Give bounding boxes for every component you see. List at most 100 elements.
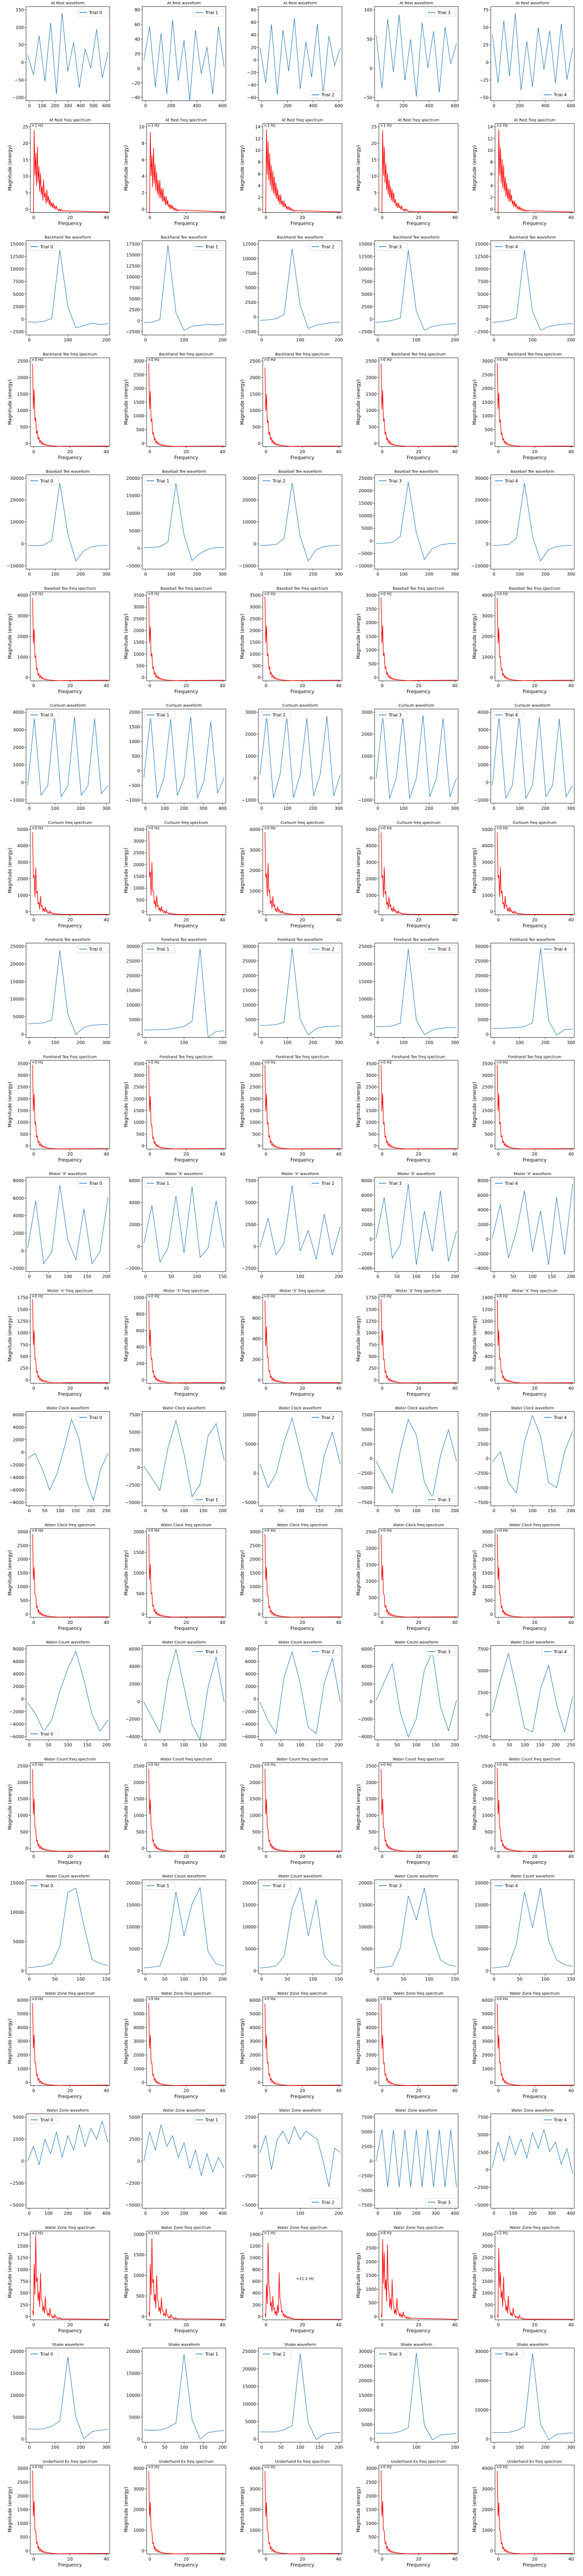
peak-marker: × — [31, 826, 35, 830]
y-tick-label: 0 — [486, 1456, 489, 1461]
x-tick-label: 200 — [334, 1274, 343, 1279]
x-tick-label: 20 — [300, 683, 305, 688]
x-tick-label: 200 — [218, 1977, 226, 1982]
y-tick-label: 1000 — [250, 1120, 261, 1125]
series-line — [259, 2353, 341, 2440]
x-tick-label: 150 — [199, 1977, 207, 1982]
y-tick-label: 6 — [490, 172, 493, 176]
y-tick-label: 20000 — [126, 476, 140, 481]
y-tick-label: 1750 — [17, 1296, 28, 1300]
y-tick-label: 750 — [369, 1342, 377, 1347]
x-tick-label: 20 — [416, 449, 421, 454]
legend-box — [77, 1413, 108, 1422]
legend-box — [144, 710, 175, 719]
series-line — [32, 2235, 109, 2320]
axes-frame — [258, 2114, 343, 2209]
subplot-title: Forehand Tee freq spectrum — [392, 1055, 445, 1059]
subplot: Baseball Tee freq spectrum35003000250020… — [124, 587, 226, 695]
y-tick-label: 1000 — [134, 2066, 144, 2071]
y-tick-label: 0 — [137, 66, 140, 71]
peak-marker: × — [264, 1997, 267, 2001]
legend: Trial 3 — [376, 710, 408, 719]
x-tick-label: 50 — [510, 1274, 516, 1279]
y-tick-label: 5000 — [362, 1014, 372, 1019]
y-tick-label: 5000 — [245, 1200, 256, 1205]
y-tick-label: 750 — [20, 1342, 28, 1347]
x-tick-label: 0 — [28, 1508, 30, 1513]
y-tick-label: 3000 — [366, 2232, 377, 2237]
x-tick-label: 100 — [528, 1274, 536, 1279]
axes-frame — [490, 1411, 575, 1506]
subplot: Baseball Tee waveform3000020000100000−10… — [7, 469, 111, 577]
y-tick-label: 60 — [251, 20, 256, 25]
subplot: Backhand Tee freq spectrum30002500200015… — [472, 352, 575, 461]
legend: Trial 1 — [144, 945, 175, 953]
x-tick-label: 150 — [199, 2445, 207, 2450]
peak-marker: × — [380, 358, 383, 362]
x-tick-label: 0 — [32, 918, 35, 923]
y-tick-label: 0 — [21, 2437, 24, 2442]
y-tick-label: 20 — [135, 52, 140, 56]
y-tick-label: 6000 — [17, 1998, 28, 2003]
y-tick-label: 15 — [371, 157, 377, 162]
legend: Trial 4 — [492, 710, 524, 719]
x-tick-label: 100 — [528, 338, 536, 342]
series-line — [27, 950, 109, 1035]
legend-box — [425, 2198, 457, 2206]
x-tick-label: 150 — [536, 1743, 544, 1748]
series-line — [32, 1534, 109, 1618]
y-tick-label: −6000 — [9, 1488, 24, 1493]
series-line — [264, 2243, 341, 2320]
series-line — [381, 2470, 458, 2554]
y-tick-label: 500 — [369, 1354, 377, 1359]
y-tick-label: 3000 — [17, 1530, 28, 1534]
axes-frame — [490, 708, 575, 804]
axes-frame — [142, 943, 226, 1038]
legend-label: Trial 2 — [272, 713, 286, 718]
subplot-title: Baseball Tee freq spectrum — [509, 587, 560, 591]
x-tick-label: 200 — [77, 1040, 85, 1045]
x-axis-label: Frequency — [290, 1392, 314, 1397]
series-line — [32, 598, 109, 681]
legend: Trial 0 — [77, 945, 108, 953]
y-tick-label: −2000 — [9, 1266, 24, 1271]
axes-frame — [490, 943, 575, 1038]
peak-label: 8 Hz — [383, 2231, 392, 2235]
legend: Trial 1 — [193, 2350, 224, 2358]
y-tick-label: 0 — [370, 776, 372, 781]
x-tick-label: 150 — [72, 1508, 80, 1513]
legend-label: Trial 0 — [88, 947, 102, 952]
x-tick-label: 0 — [492, 572, 495, 577]
y-axis-label: Magnitude (energy) — [8, 2253, 13, 2298]
x-tick-label: 40 — [452, 918, 458, 923]
x-tick-label: 0 — [32, 449, 35, 454]
y-tick-label: 3000 — [366, 2466, 377, 2471]
subplot: Mister 'X' waveform80006000400020000−200… — [358, 1172, 459, 1279]
x-tick-label: 40 — [452, 2556, 458, 2561]
subplot: Backhand Tee waveform1500012500100007500… — [474, 235, 575, 342]
y-tick-label: 20000 — [243, 2366, 256, 2371]
series-line — [148, 2471, 225, 2554]
y-tick-label: −2500 — [9, 2181, 24, 2186]
x-tick-label: 200 — [167, 104, 175, 109]
x-axis-label: Frequency — [174, 1626, 198, 1632]
x-tick-label: 200 — [552, 1743, 560, 1748]
y-tick-label: 3000 — [17, 613, 28, 618]
y-tick-label: 500 — [369, 662, 377, 667]
axes-frame — [142, 1645, 226, 1740]
x-tick-label: 20 — [300, 449, 305, 454]
y-tick-label: 2000 — [134, 2053, 144, 2058]
x-tick-label: 40 — [568, 1620, 574, 1625]
x-tick-label: 40 — [104, 1386, 109, 1391]
legend-box — [376, 477, 408, 485]
y-tick-label: 10000 — [475, 2408, 489, 2413]
x-tick-label: 100 — [400, 806, 408, 811]
subplot-title: Water Zone freq spectrum — [277, 1991, 327, 1996]
x-tick-label: 20 — [67, 1152, 73, 1157]
x-tick-label: 0 — [260, 2211, 263, 2216]
y-tick-label: 1000 — [478, 763, 489, 767]
x-tick-label: 100 — [51, 572, 59, 577]
